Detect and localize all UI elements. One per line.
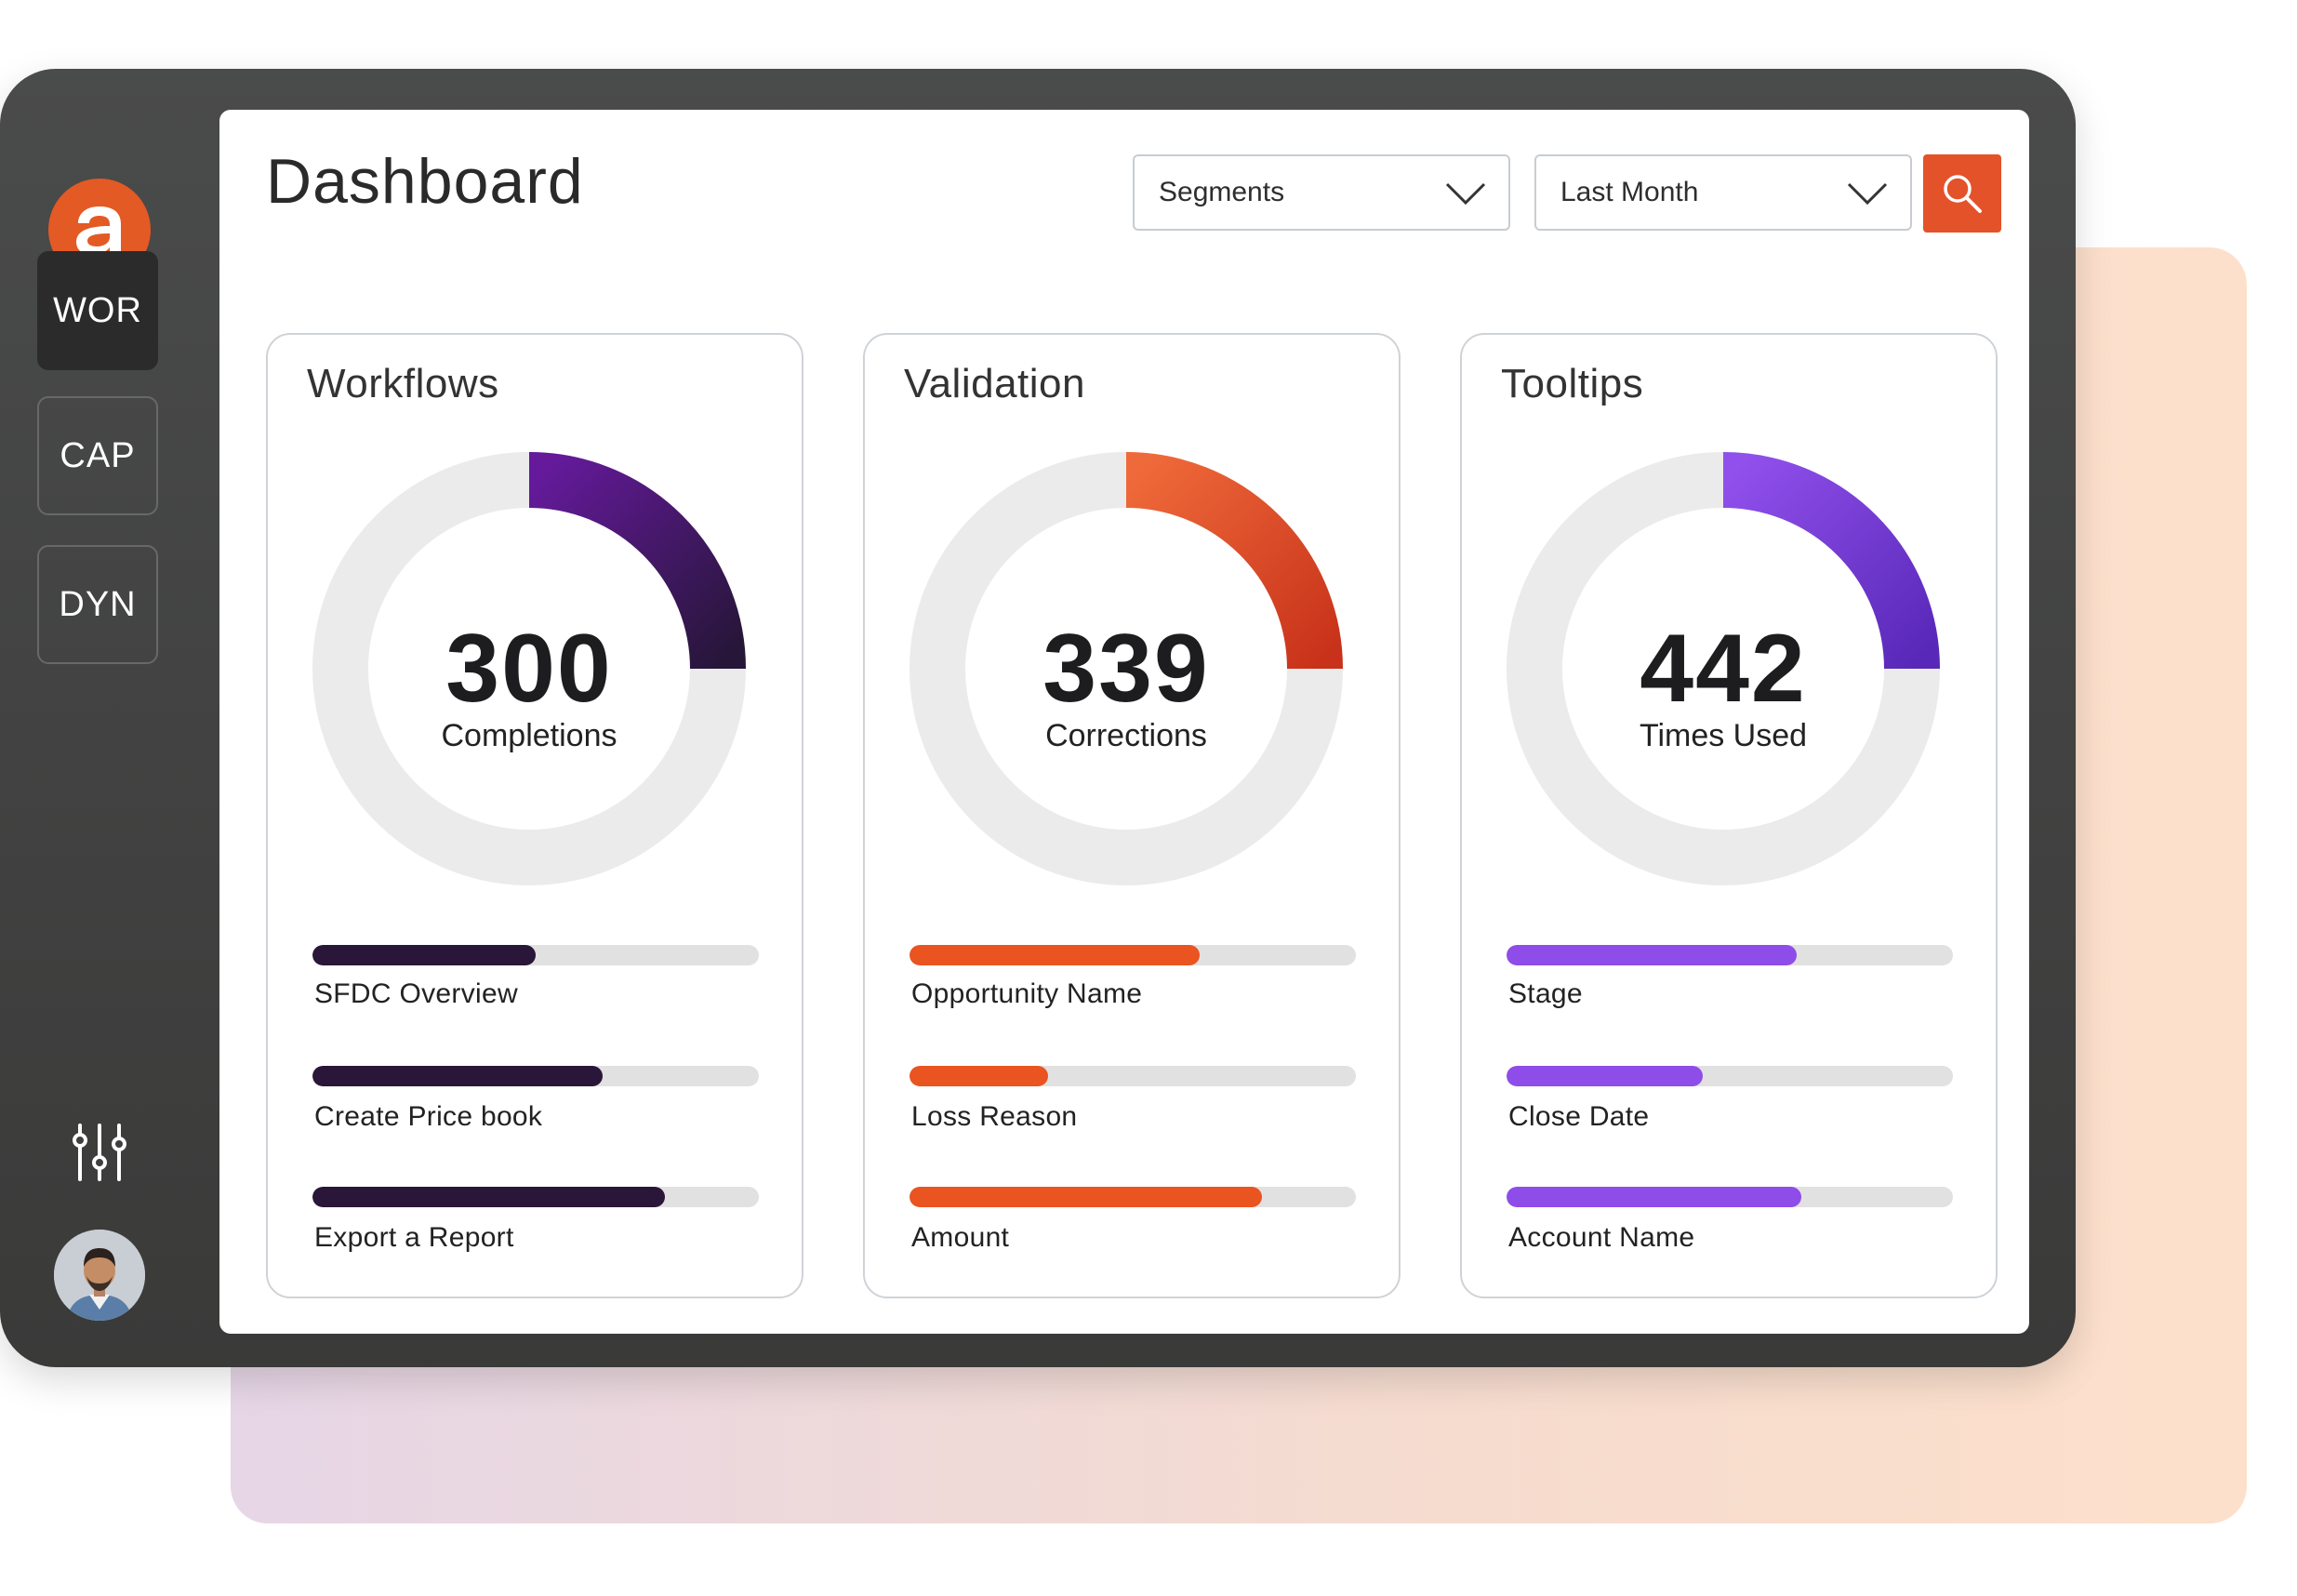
sidebar-item-dyn[interactable]: DYN [37, 545, 158, 664]
progress-bar-close-date [1507, 1066, 1953, 1086]
validation-card: Validation 339 Corrections Opportunity N… [863, 333, 1401, 1298]
sidebar-item-label: DYN [59, 584, 137, 624]
progress-bar-stage [1507, 945, 1953, 965]
workflows-donut-gauge [312, 452, 746, 885]
progress-label: Loss Reason [911, 1101, 1078, 1132]
segments-dropdown[interactable]: Segments [1133, 154, 1510, 231]
progress-bar-amount [910, 1187, 1356, 1207]
progress-bar-account-name [1507, 1187, 1953, 1207]
sidebar-item-wor[interactable]: WOR [37, 251, 158, 370]
progress-fill [312, 945, 536, 965]
progress-label: Close Date [1508, 1101, 1650, 1132]
progress-label: Account Name [1508, 1222, 1695, 1253]
progress-fill [910, 1066, 1048, 1086]
progress-fill [312, 1187, 666, 1207]
progress-label: Create Price book [314, 1101, 543, 1132]
progress-label: Export a Report [314, 1222, 514, 1253]
completions-label: Completions [441, 718, 617, 753]
progress-fill [1507, 945, 1797, 965]
gauge-arc [1125, 452, 1343, 670]
progress-fill [1507, 1066, 1704, 1086]
dashboard-panel: Dashboard Segments Last Month Workflows [219, 110, 2029, 1334]
chevron-down-icon [1445, 182, 1486, 206]
tooltips-card: Tooltips 442 Times Used Stage Close Date… [1460, 333, 1998, 1298]
times-used-count: 442 [1640, 615, 1807, 723]
search-icon [1944, 175, 1982, 213]
progress-label: Opportunity Name [911, 978, 1143, 1009]
workflows-card: Workflows 300 Completions SFDC Overview … [266, 333, 803, 1298]
gauge-arc [1722, 452, 1940, 670]
chevron-down-icon [1847, 182, 1888, 206]
progress-bar-opportunity-name [910, 945, 1356, 965]
search-button[interactable] [1923, 154, 2001, 233]
tooltips-donut-gauge [1507, 452, 1940, 885]
progress-fill [910, 945, 1200, 965]
progress-fill [1507, 1187, 1801, 1207]
gauge-arc [528, 452, 746, 670]
times-used-label: Times Used [1639, 718, 1808, 753]
user-avatar[interactable] [54, 1230, 145, 1321]
progress-label: Stage [1508, 978, 1583, 1009]
corrections-count: 339 [1042, 615, 1210, 723]
validation-donut-gauge [910, 452, 1343, 885]
period-dropdown-value: Last Month [1560, 177, 1699, 207]
sidebar-item-label: WOR [53, 290, 142, 330]
corrections-label: Corrections [1045, 718, 1207, 753]
sidebar-item-label: CAP [60, 435, 136, 475]
card-title: Tooltips [1501, 361, 1644, 406]
card-title: Validation [904, 361, 1085, 406]
progress-fill [910, 1187, 1263, 1207]
progress-fill [312, 1066, 603, 1086]
avatar-person-icon [54, 1230, 145, 1321]
sidebar-item-cap[interactable]: CAP [37, 396, 158, 515]
page-title: Dashboard [266, 146, 584, 217]
progress-bar-sfdc-overview [312, 945, 759, 965]
progress-bar-loss-reason [910, 1066, 1356, 1086]
progress-bar-export-report [312, 1187, 759, 1207]
segments-dropdown-value: Segments [1159, 177, 1285, 207]
period-dropdown[interactable]: Last Month [1534, 154, 1912, 231]
completions-count: 300 [445, 615, 613, 723]
progress-label: Amount [911, 1222, 1010, 1253]
card-title: Workflows [307, 361, 499, 406]
progress-label: SFDC Overview [314, 978, 518, 1009]
progress-bar-create-price-book [312, 1066, 759, 1086]
sliders-icon[interactable] [69, 1122, 130, 1183]
logo-letter-a-icon [76, 206, 121, 255]
